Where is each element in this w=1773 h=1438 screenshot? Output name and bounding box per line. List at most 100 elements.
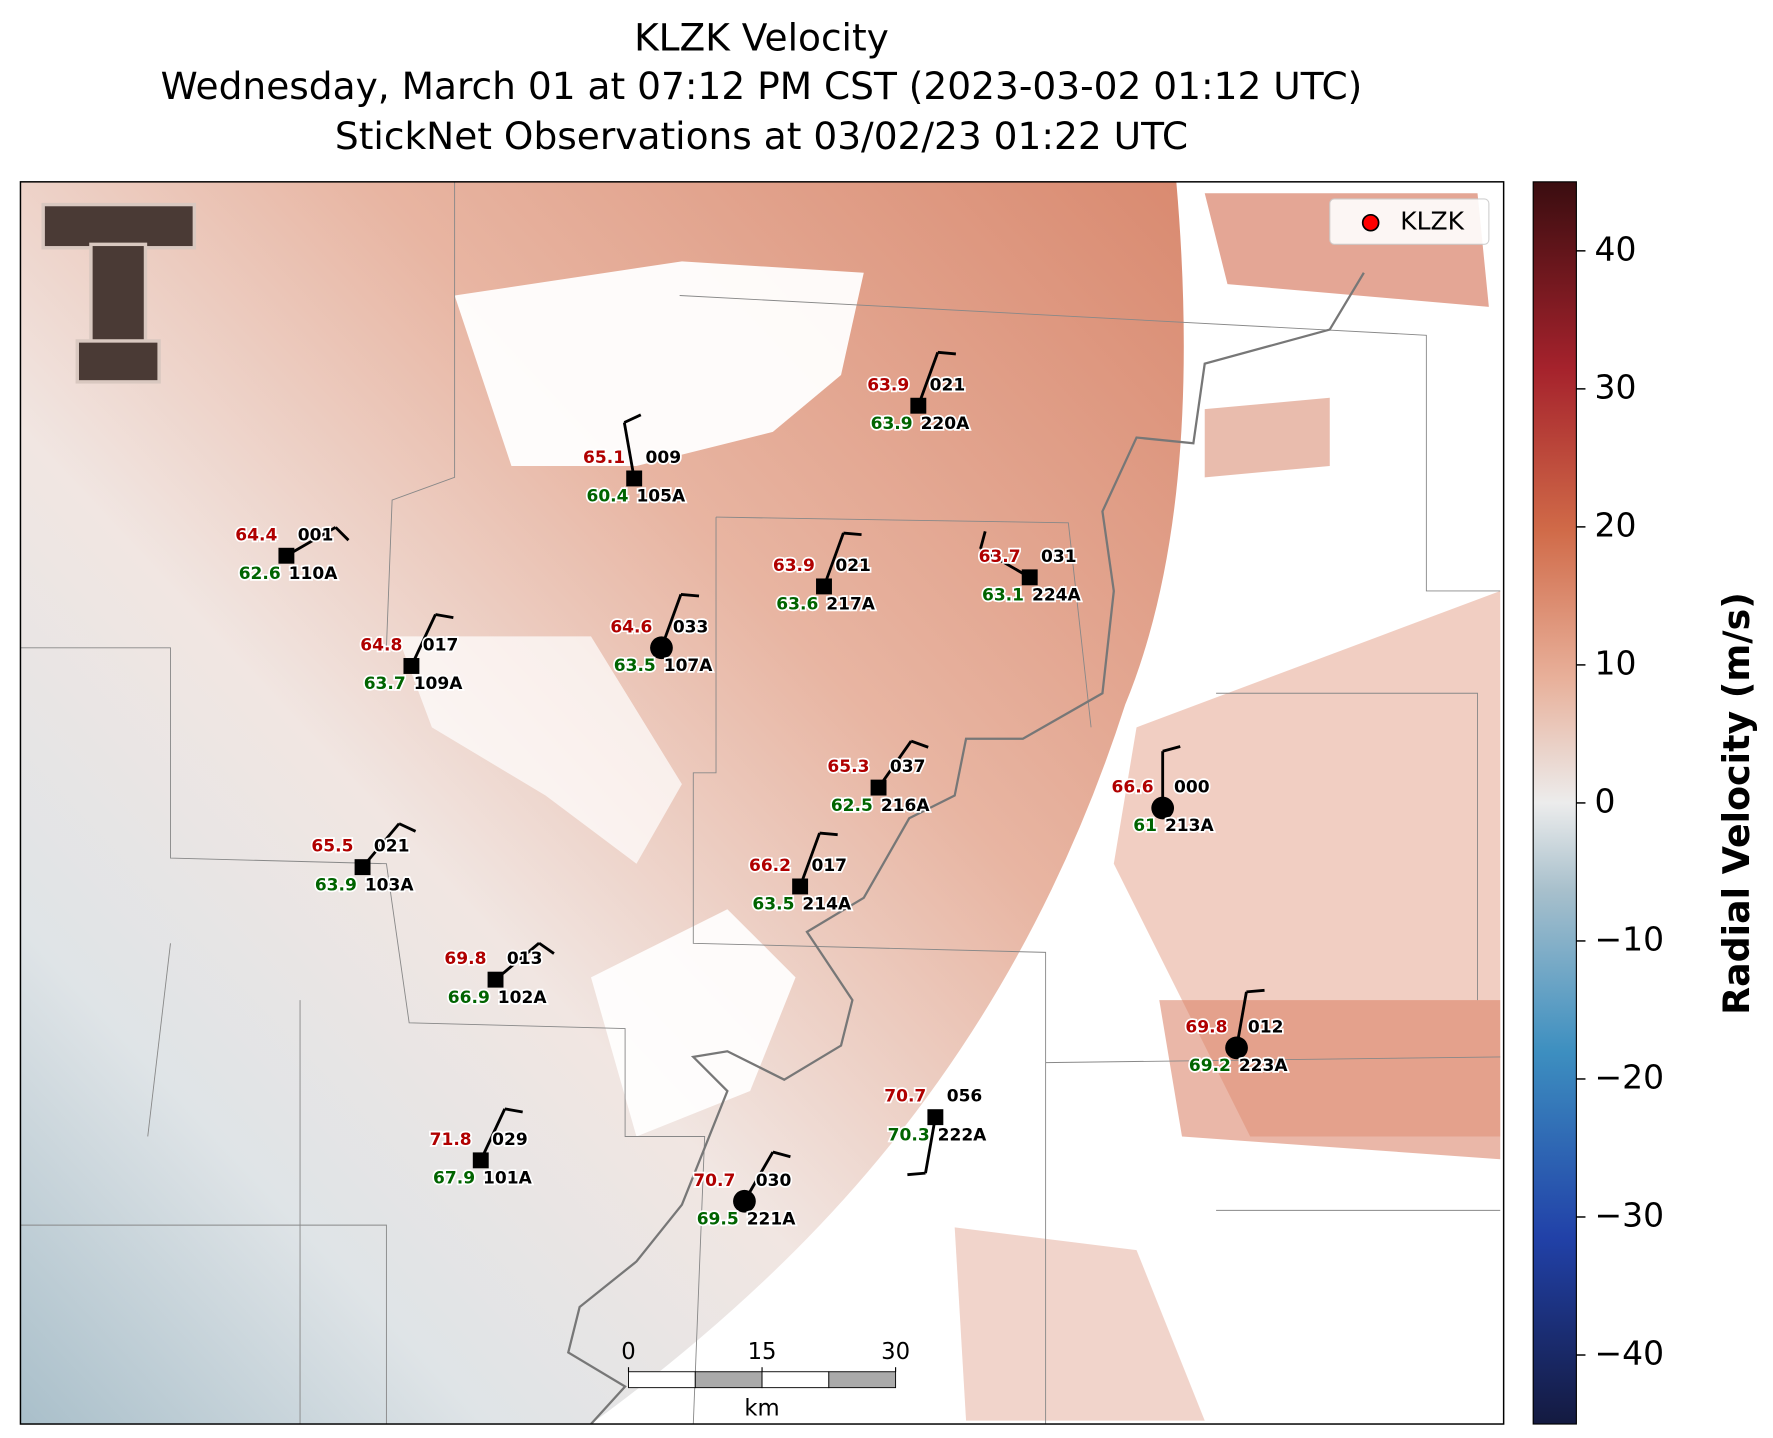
station-marker <box>792 878 809 895</box>
wind-barb-flag <box>937 350 956 356</box>
station-marker <box>278 547 295 564</box>
station: 71.8 029 67.9 101A <box>428 1107 534 1190</box>
county-lines <box>20 181 1501 1425</box>
title-line: StickNet Observations at 03/02/23 01:22 … <box>335 114 1188 158</box>
temperature: 70.7 <box>693 1171 735 1191</box>
station-code: 021 <box>835 556 871 576</box>
dewpoint: 69.5 <box>697 1209 739 1229</box>
radar-map <box>20 181 1504 1425</box>
dewpoint: 63.9 <box>315 875 357 895</box>
station-id: 221A <box>747 1209 797 1229</box>
legend: KLZK <box>1329 198 1490 245</box>
wind-barb-flag <box>538 941 555 955</box>
colorbar-tick-label: 10 <box>1595 643 1637 682</box>
colorbar-tick-label: 30 <box>1595 367 1637 406</box>
wind-barb-flag <box>435 613 454 620</box>
dewpoint: 62.5 <box>831 796 873 816</box>
temperature: 69.8 <box>444 949 486 969</box>
colorbar-tick-label: 40 <box>1595 229 1637 268</box>
station-id: 222A <box>938 1125 988 1145</box>
wind-barb <box>622 422 636 479</box>
station-id: 217A <box>826 595 876 615</box>
station: 63.7 031 63.1 224A <box>977 530 1083 607</box>
temperature: 65.3 <box>827 757 869 777</box>
station-marker <box>403 658 420 674</box>
station-layer: 63.9 021 63.9 220A 65.1 009 60.4 105A 64.4 001 62.… <box>234 350 1290 1231</box>
station-marker <box>1021 569 1038 586</box>
station-id: 213A <box>1165 816 1215 836</box>
wind-barb-flag <box>910 739 929 749</box>
echo-gap <box>591 909 796 1137</box>
station: 69.8 013 66.9 102A <box>443 941 555 1010</box>
station-id: 107A <box>664 656 714 676</box>
echo-patch <box>1204 397 1330 478</box>
station-id: 109A <box>414 674 464 694</box>
station-code: 012 <box>1248 1017 1284 1037</box>
station-code: 029 <box>492 1130 528 1150</box>
station-marker <box>472 1152 489 1169</box>
station-code: 031 <box>1041 547 1077 567</box>
scale-label: 30 <box>881 1339 910 1365</box>
station-code: 056 <box>947 1087 983 1107</box>
dewpoint: 61 <box>1133 816 1157 836</box>
station: 63.9 021 63.9 220A <box>865 350 972 436</box>
colorbar-tick-label: −30 <box>1595 1195 1665 1234</box>
colorbar-tick-label: −40 <box>1595 1334 1665 1373</box>
station-marker <box>1225 1036 1248 1060</box>
scale-label: 0 <box>621 1339 635 1365</box>
station-id: 216A <box>881 796 931 816</box>
station-code: 033 <box>673 617 709 637</box>
temperature: 66.6 <box>1112 778 1154 798</box>
wind-barb <box>822 532 845 587</box>
station: 66.6 000 61 213A <box>1110 745 1216 838</box>
wind-barb-flag <box>398 822 417 833</box>
temperature: 70.7 <box>884 1087 926 1107</box>
station: 65.3 037 62.5 216A <box>826 739 932 817</box>
wind-barb-flag <box>819 831 838 837</box>
dewpoint: 63.6 <box>776 595 818 615</box>
dewpoint: 67.9 <box>433 1169 475 1189</box>
temperature: 64.6 <box>610 617 652 637</box>
station-marker <box>870 779 887 796</box>
river <box>566 272 1365 1425</box>
station: 66.2 017 63.5 214A <box>747 831 854 916</box>
station-marker <box>626 470 643 487</box>
station-id: 110A <box>289 564 339 584</box>
wind-barb <box>916 351 940 407</box>
wind-barb-flag <box>772 1150 791 1159</box>
temperature: 65.5 <box>311 837 353 857</box>
colorbar-tick-label: 0 <box>1595 781 1616 820</box>
wind-barb-flag <box>680 592 700 598</box>
station-marker <box>1151 796 1175 820</box>
colorbar-label: Radial Velocity (m/s) <box>1715 592 1758 1015</box>
station-marker <box>487 971 504 988</box>
station-code: 009 <box>646 448 682 468</box>
colorbar-tick-label: 20 <box>1595 505 1637 544</box>
wind-barb <box>979 547 1031 579</box>
dewpoint: 63.5 <box>752 895 794 915</box>
scale-bar: 0 15 30 km <box>621 1339 910 1422</box>
station-code: 017 <box>423 636 459 656</box>
station-code: 013 <box>507 949 543 969</box>
dewpoint: 63.7 <box>364 674 406 694</box>
wind-barb <box>479 1108 507 1161</box>
station-id: 103A <box>365 875 415 895</box>
wind-barb-flag <box>623 413 642 424</box>
station-code: 021 <box>374 837 410 857</box>
echo-gap <box>397 636 682 864</box>
wind-barb <box>924 1116 937 1174</box>
temperature: 64.4 <box>235 525 277 545</box>
station-id: 220A <box>921 414 971 434</box>
station: 70.7 030 69.5 221A <box>692 1150 798 1231</box>
title-line: KLZK Velocity <box>634 15 889 59</box>
station-code: 000 <box>1174 778 1210 798</box>
station: 64.6 033 63.5 107A <box>609 592 715 678</box>
station-marker <box>354 859 371 876</box>
station-id: 214A <box>802 895 852 915</box>
dewpoint: 62.6 <box>239 564 281 584</box>
station-code: 017 <box>811 856 847 876</box>
wind-barb-flag <box>1246 988 1265 994</box>
scale-segment <box>628 1371 696 1389</box>
echo-patch <box>954 1227 1205 1421</box>
